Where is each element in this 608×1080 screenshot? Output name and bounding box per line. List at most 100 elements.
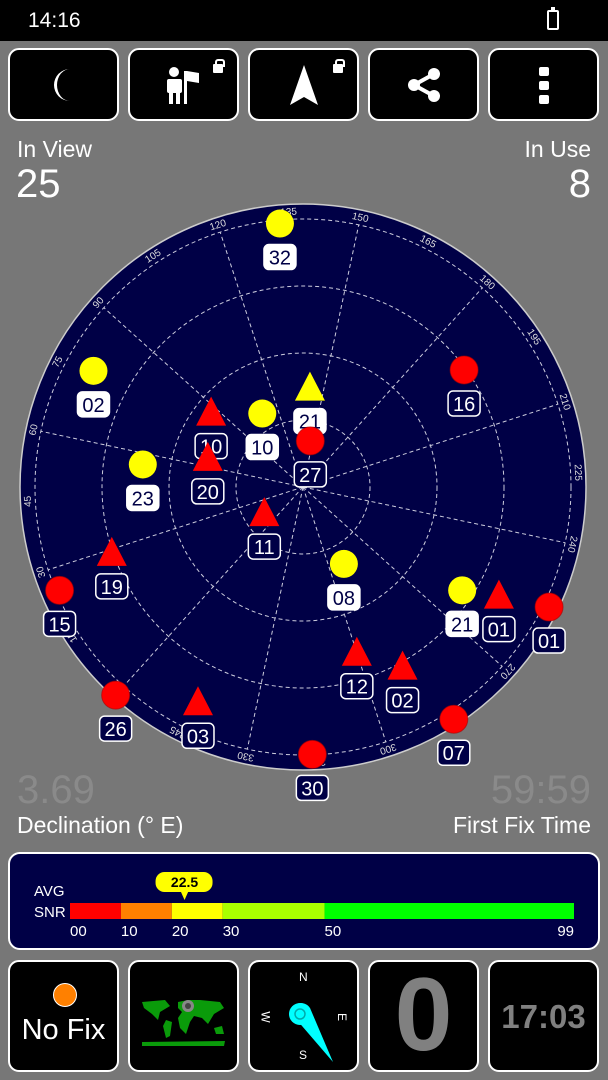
first-fix-label: First Fix Time	[453, 812, 591, 838]
snr-segment	[171, 903, 223, 919]
satellite-marker: 27	[293, 426, 328, 488]
satellite-id: 20	[197, 482, 219, 504]
satellite-marker: 26	[98, 680, 133, 742]
first-fix-value: 59:59	[490, 768, 591, 812]
declination-label: Declination (° E)	[17, 812, 184, 838]
azimuth-spoke	[302, 403, 559, 488]
azimuth-label: 225	[572, 464, 584, 482]
satellite-marker: 10	[194, 396, 228, 460]
azimuth-label: 210	[557, 392, 573, 412]
azimuth-label: 240	[565, 535, 579, 554]
satellite-circle-icon	[128, 450, 157, 479]
satellite-marker: 10	[245, 399, 280, 461]
satellite-id: 32	[269, 248, 291, 270]
azimuth-label: 30	[35, 565, 49, 579]
night-mode-button[interactable]	[8, 48, 119, 121]
azimuth-label: 120	[208, 218, 228, 234]
satellite-label-box	[340, 672, 374, 700]
satellite-label-box	[42, 610, 77, 638]
azimuth-spoke	[302, 486, 387, 743]
satellite-label-box	[482, 615, 516, 643]
satellite-id: 30	[301, 778, 323, 800]
satellite-triangle-icon	[483, 579, 514, 609]
satellite-label-box	[437, 739, 471, 766]
satellite-triangle-icon	[341, 636, 372, 666]
satellite-triangle-icon	[387, 650, 418, 680]
satellite-label-box	[532, 627, 566, 654]
satellite-marker: 21	[445, 576, 479, 638]
satellite-circle-icon	[248, 399, 277, 428]
azimuth-label: 45	[23, 495, 35, 507]
snr-segment	[222, 903, 325, 919]
snr-tick: 30	[223, 923, 240, 940]
map-tile[interactable]	[128, 960, 239, 1072]
more-options-button[interactable]	[488, 48, 599, 121]
satellite-circle-icon	[449, 355, 479, 385]
satellite-circle-icon	[534, 592, 564, 622]
satellite-triangle-icon	[182, 686, 213, 716]
satellite-marker: 03	[181, 686, 215, 750]
satellite-marker: 32	[263, 209, 297, 271]
satellite-triangle-icon	[96, 536, 127, 566]
azimuth-label: 60	[28, 423, 41, 437]
azimuth-label: 135	[280, 207, 298, 219]
azimuth-spoke	[219, 231, 304, 488]
satellite-id: 07	[443, 743, 465, 765]
waypoint-button[interactable]	[128, 48, 239, 121]
satellite-id: 26	[105, 719, 127, 741]
satellite-id: 21	[451, 614, 473, 636]
clock-tile[interactable]: 17:03	[488, 960, 599, 1072]
battery-icon	[547, 7, 559, 30]
satellite-id: 10	[251, 438, 273, 460]
satellite-label-box	[98, 715, 133, 742]
fix-status-dot	[53, 983, 77, 1007]
satellite-marker: 08	[327, 549, 361, 611]
satellite-label-box	[181, 722, 215, 750]
satellite-id: 02	[391, 691, 413, 713]
satellite-id: 19	[101, 577, 123, 599]
satellite-marker: 20	[191, 441, 225, 505]
avg-label: AVG	[34, 883, 65, 900]
satellite-marker: 16	[447, 355, 481, 417]
satellite-id: 12	[346, 677, 368, 699]
snr-tick: 99	[557, 923, 574, 940]
satellite-id: 01	[538, 631, 560, 653]
satellite-id: 16	[453, 394, 475, 416]
compass-tile[interactable]: N E S W	[248, 960, 359, 1072]
snr-tick: 50	[325, 923, 342, 940]
compass-s: S	[299, 1048, 308, 1062]
person-flag-icon	[166, 66, 199, 104]
navigation-arrow-icon	[289, 64, 318, 105]
azimuth-spoke	[302, 486, 566, 544]
clock-value: 17:03	[501, 998, 586, 1035]
more-vert-icon	[538, 66, 549, 104]
compass-needle-icon	[289, 1003, 333, 1062]
snr-tick: 20	[172, 923, 189, 940]
navigation-button[interactable]	[248, 48, 359, 121]
in-use-label: In Use	[524, 136, 591, 162]
satellite-id: 08	[333, 588, 355, 610]
azimuth-label: 75	[51, 354, 66, 369]
satellite-count-tile[interactable]: 0	[368, 957, 479, 1073]
snr-segment	[120, 903, 172, 919]
elevation-ring	[101, 285, 505, 689]
satellite-label-box	[191, 478, 225, 505]
satellite-label-box	[263, 243, 297, 271]
satellite-circle-icon	[265, 209, 294, 238]
satellite-circle-icon	[297, 739, 327, 769]
share-button[interactable]	[368, 48, 479, 121]
satellite-marker: 30	[295, 739, 330, 802]
satellite-id: 11	[254, 537, 275, 559]
world-map-icon	[142, 1000, 225, 1046]
satellite-marker: 19	[95, 536, 129, 600]
snr-tick: 00	[70, 923, 87, 940]
satellite-marker: 23	[126, 450, 160, 512]
in-view-count: 25	[16, 162, 61, 206]
satellite-circle-icon	[448, 576, 477, 605]
in-use-count: 8	[568, 162, 591, 206]
satellite-triangle-icon	[249, 497, 280, 527]
satellite-label-box	[327, 584, 361, 611]
fix-status-tile[interactable]: No Fix	[8, 960, 119, 1072]
azimuth-spoke	[47, 486, 304, 571]
moon-icon	[53, 68, 70, 101]
